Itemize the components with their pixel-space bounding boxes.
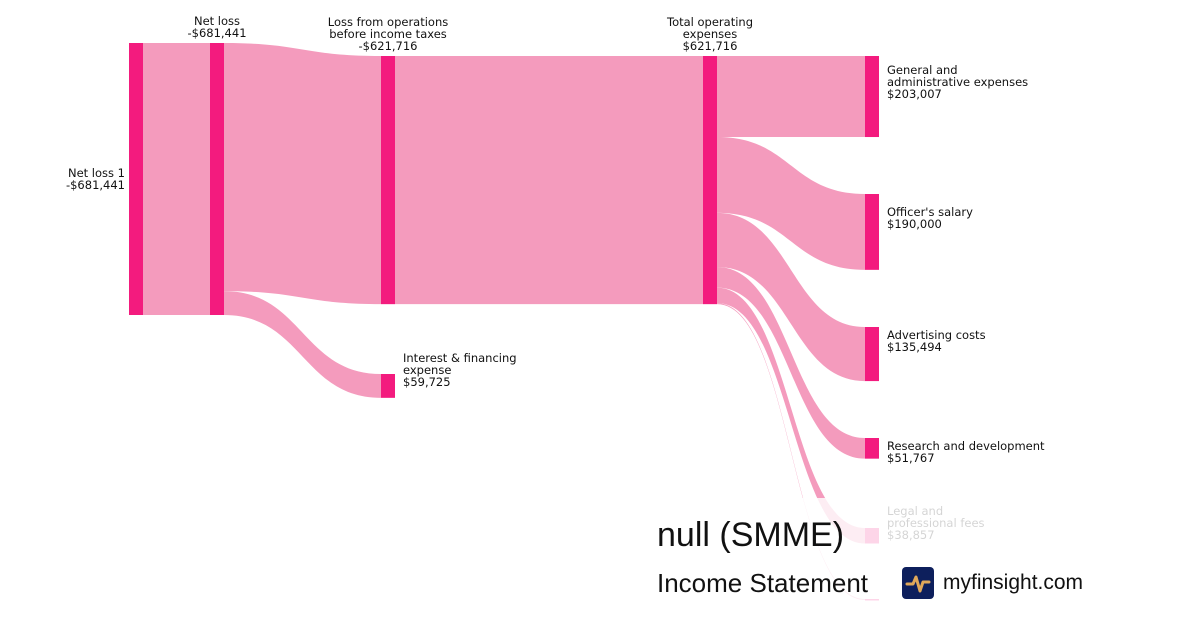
flow-tot-leg: [717, 287, 865, 544]
node-name: Net loss 1: [67, 166, 125, 180]
node-value: $621,716: [682, 39, 738, 53]
flow-ops-tot: [395, 56, 703, 305]
site-name[interactable]: myfinsight.com: [943, 571, 1084, 594]
flow-tot-off: [717, 137, 865, 270]
node-name: expense: [403, 363, 452, 377]
node-name: Loss from operations: [327, 15, 449, 29]
node-name: administrative expenses: [887, 75, 1029, 89]
label-adv: Advertising costs $135,494: [887, 329, 986, 353]
node-name: Officer's salary: [887, 205, 973, 219]
label-n1: Net loss 1 -$681,441: [66, 167, 125, 191]
flow-n1-n2: [143, 43, 210, 315]
label-off: Officer's salary $190,000: [887, 206, 973, 230]
flow-n2-ops: [224, 43, 381, 305]
node-value: $135,494: [887, 340, 942, 354]
node-name: Total operating: [667, 15, 753, 29]
label-ga: General and administrative expenses $203,0…: [887, 64, 1028, 100]
node-adv[interactable]: [865, 327, 879, 382]
pulse-line-icon: [902, 567, 934, 599]
node-value: -$681,441: [187, 26, 247, 40]
node-rd[interactable]: [865, 438, 879, 459]
node-n1[interactable]: [129, 43, 143, 315]
label-int: Interest & financing expense $59,725: [403, 352, 517, 388]
flow-tot-rd: [717, 266, 865, 459]
node-value: $59,725: [403, 375, 451, 389]
flow-tot-adv: [717, 212, 865, 382]
node-value: $203,007: [887, 87, 942, 101]
flow-n2-int: [224, 291, 381, 398]
flow-tot-last: [717, 303, 865, 601]
flow-tot-ga: [717, 56, 865, 138]
node-int[interactable]: [381, 374, 395, 398]
label-rd: Research and development $51,767: [887, 440, 1045, 464]
node-value: -$621,716: [358, 39, 418, 53]
node-ga[interactable]: [865, 56, 879, 138]
company-title: null (SMME): [657, 516, 845, 554]
node-name: before income taxes: [329, 27, 447, 41]
node-name: Research and development: [887, 439, 1045, 453]
label-n2: Net loss -$681,441: [187, 15, 246, 39]
title-backdrop: [645, 498, 1105, 630]
node-ops[interactable]: [381, 56, 395, 305]
node-value: -$681,441: [65, 178, 125, 192]
node-name: Net loss: [193, 14, 241, 28]
statement-title: Income Statement: [657, 568, 868, 598]
node-name: expenses: [682, 27, 738, 41]
label-tot: Total operating expenses $621,716: [667, 16, 753, 52]
node-name: General and: [887, 63, 958, 77]
node-name: Interest & financing: [403, 351, 517, 365]
node-value: $190,000: [887, 217, 942, 231]
node-value: $51,767: [887, 451, 935, 465]
node-name: Advertising costs: [887, 328, 986, 342]
node-tot[interactable]: [703, 56, 717, 305]
node-n2[interactable]: [210, 43, 224, 315]
label-ops: Loss from operations before income taxes -…: [328, 16, 449, 52]
node-off[interactable]: [865, 194, 879, 270]
